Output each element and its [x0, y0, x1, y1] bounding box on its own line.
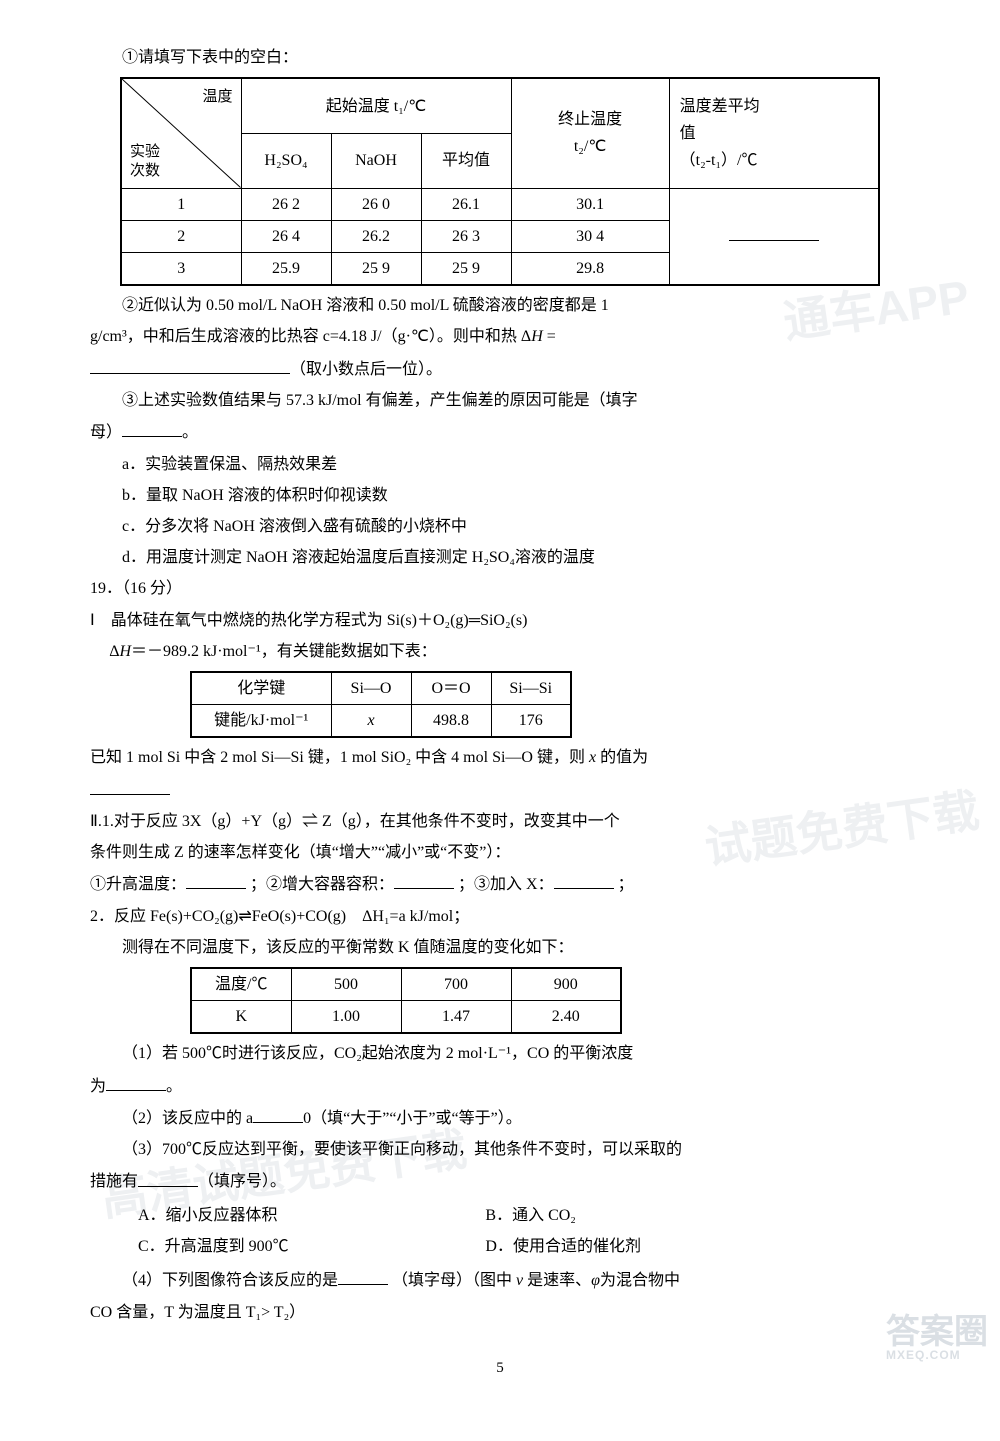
th-diff: 温度差平均 值 （t₂-t₁）/℃	[669, 78, 879, 188]
q19-I-1: Ⅰ 晶体硅在氧气中燃烧的热化学方程式为 Si(s)＋O₂(g)═SiO₂(s)	[90, 607, 910, 634]
q19-II-2: 条件则生成 Z 的速率怎样变化（填“增大”“减小”或“不变”）：	[90, 839, 910, 866]
page-number: 5	[90, 1356, 910, 1382]
table-experiment: 温度 实验 次数 起始温度 t₁/℃ 终止温度 t₂/℃ 温度差平均 值 （t₂…	[120, 77, 880, 286]
q1-para3b: 母）。	[90, 418, 910, 446]
q19-I-2: ΔH＝－989.2 kJ·mol⁻¹，有关键能数据如下表：	[90, 638, 910, 665]
q19-II2-1: 2．反应 Fe(s)+CO₂(g)⇌FeO(s)+CO(g) ΔH₁=a kJ/…	[90, 903, 910, 930]
th-naoh: NaOH	[331, 134, 421, 189]
q19-p1: （1）若 500℃时进行该反应，CO₂起始浓度为 2 mol·L⁻¹，CO 的平…	[90, 1040, 910, 1067]
th-end-temp: 终止温度 t₂/℃	[511, 78, 669, 188]
q19-p4: （4）下列图像符合该反应的是 （填字母）（图中 v 是速率、φ为混合物中	[90, 1266, 910, 1294]
q19-p4g: CO 含量，T 为温度且 T₁> T₂）	[90, 1299, 910, 1326]
table-row: 126 226 026.130.1	[121, 188, 879, 220]
q1-para2c: （取小数点后一位）。	[90, 355, 910, 383]
opt-C: C．升高温度到 900℃	[138, 1233, 485, 1260]
q19-p2: （2）该反应中的 a0（填“大于”“小于”或“等于”）。	[90, 1104, 910, 1132]
q19-II-subs: ①升高温度： ；②增大容器容积： ；③加入 X： ；	[90, 870, 910, 898]
q19-II2-2: 测得在不同温度下，该反应的平衡常数 K 值随温度的变化如下：	[90, 934, 910, 961]
q1-para3: ③上述实验数值结果与 57.3 kJ/mol 有偏差，产生偏差的原因可能是（填字	[90, 387, 910, 414]
q19-options: A．缩小反应器体积 B．通入 CO₂ C．升高温度到 900℃ D．使用合适的催…	[138, 1200, 910, 1262]
opt-d: d．用温度计测定 NaOH 溶液起始温度后直接测定 H₂SO₄溶液的温度	[90, 544, 910, 571]
th-avg: 平均值	[421, 134, 511, 189]
th-h2so4: H₂SO₄	[241, 134, 331, 189]
q19-p1b: 为。	[90, 1072, 910, 1100]
q19-I-3: 已知 1 mol Si 中含 2 mol Si—Si 键，1 mol SiO₂ …	[90, 744, 910, 771]
opt-A: A．缩小反应器体积	[138, 1202, 485, 1229]
q19-p3b: 措施有（填序号）。	[90, 1167, 910, 1195]
table-bond: 化学键 Si—O O＝O Si—Si 键能/kJ·mol⁻¹ x 498.8 1…	[190, 671, 572, 738]
opt-c: c．分多次将 NaOH 溶液倒入盛有硫酸的小烧杯中	[90, 513, 910, 540]
opt-B: B．通入 CO₂	[485, 1202, 832, 1229]
th-start-temp: 起始温度 t₁/℃	[241, 78, 511, 133]
opt-a: a．实验装置保温、隔热效果差	[90, 451, 910, 478]
q1-prompt: ①请填写下表中的空白：	[90, 44, 910, 71]
q19-p3: （3）700℃反应达到平衡，要使该平衡正向移动，其他条件不变时，可以采取的	[90, 1136, 910, 1163]
opt-D: D．使用合适的催化剂	[485, 1233, 832, 1260]
diff-blank	[669, 188, 879, 285]
table-temp-k: 温度/℃ 500 700 900 K 1.00 1.47 2.40	[190, 967, 622, 1034]
q1-para2b: g/cm³，中和后生成溶液的比热容 c=4.18 J/（g·℃）。则中和热 ΔH…	[90, 323, 910, 350]
q19-I-blank	[90, 775, 910, 803]
q19-head: 19．（16 分）	[90, 575, 910, 602]
diag-header: 温度 实验 次数	[121, 78, 241, 188]
q19-II-1: Ⅱ.1.对于反应 3X（g）+Y（g）⇌ Z（g），在其他条件不变时，改变其中一…	[90, 808, 910, 835]
q1-para2: ②近似认为 0.50 mol/L NaOH 溶液和 0.50 mol/L 硫酸溶…	[90, 292, 910, 319]
opt-b: b．量取 NaOH 溶液的体积时仰视读数	[90, 482, 910, 509]
